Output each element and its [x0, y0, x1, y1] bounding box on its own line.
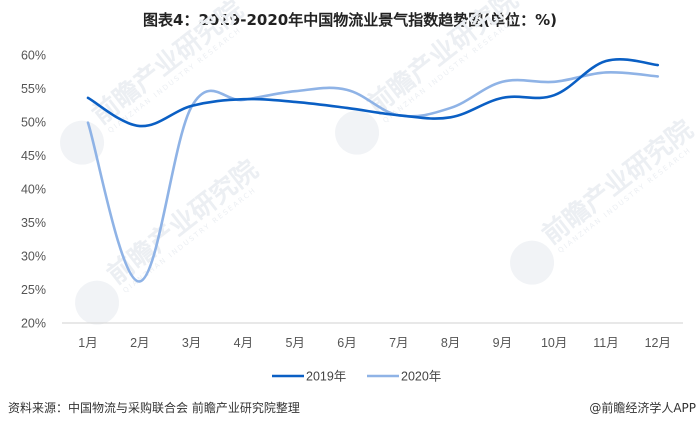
- legend-label: 2019年: [306, 370, 346, 384]
- y-tick-label: 60%: [21, 49, 46, 63]
- source-note: 资料来源：中国物流与采购联合会 前瞻产业研究院整理: [8, 401, 300, 415]
- credit-note: @前瞻经济学人APP: [589, 401, 696, 415]
- legend-label: 2020年: [401, 370, 441, 384]
- x-tick-label: 4月: [234, 336, 253, 350]
- svg-text:前瞻产业研究院: 前瞻产业研究院: [537, 114, 700, 250]
- y-tick-label: 50%: [21, 116, 46, 130]
- x-tick-label: 11月: [593, 336, 618, 350]
- x-tick-label: 9月: [493, 336, 512, 350]
- y-tick-label: 20%: [21, 317, 46, 331]
- x-tick-label: 7月: [389, 336, 408, 350]
- legend-item-2020: 2020年: [367, 370, 441, 384]
- series-line-2020: [86, 70, 660, 283]
- chart-title: 图表4：2019-2020年中国物流业景气指数趋势图(单位：%): [143, 11, 557, 29]
- x-tick-label: 1月: [78, 336, 97, 350]
- y-tick-label: 30%: [21, 250, 46, 264]
- legend: 2019年 2020年: [272, 370, 441, 384]
- svg-text:前瞻产业研究院: 前瞻产业研究院: [87, 0, 250, 131]
- x-tick-label: 12月: [645, 336, 671, 350]
- y-tick-label: 25%: [21, 283, 46, 297]
- x-tick-label: 5月: [285, 336, 304, 350]
- x-axis: 1月 2月 3月 4月 5月 6月 7月 8月 9月 10月 11月 12月: [78, 336, 671, 350]
- y-tick-label: 40%: [21, 183, 46, 197]
- svg-text:前瞻产业研究院: 前瞻产业研究院: [102, 154, 265, 290]
- svg-text:前瞻产业研究院: 前瞻产业研究院: [362, 0, 525, 121]
- x-tick-label: 3月: [182, 336, 201, 350]
- y-tick-label: 45%: [21, 149, 46, 163]
- y-axis: 20% 25% 30% 35% 40% 45% 50% 55% 60%: [21, 49, 46, 331]
- x-tick-label: 10月: [541, 336, 567, 350]
- y-tick-label: 35%: [21, 216, 46, 230]
- y-tick-label: 55%: [21, 82, 46, 96]
- series-layer: [86, 57, 660, 283]
- legend-item-2019: 2019年: [272, 370, 346, 384]
- x-tick-label: 6月: [337, 336, 356, 350]
- x-tick-label: 2月: [130, 336, 149, 350]
- series-line-2019: [86, 57, 660, 128]
- x-tick-label: 8月: [441, 336, 460, 350]
